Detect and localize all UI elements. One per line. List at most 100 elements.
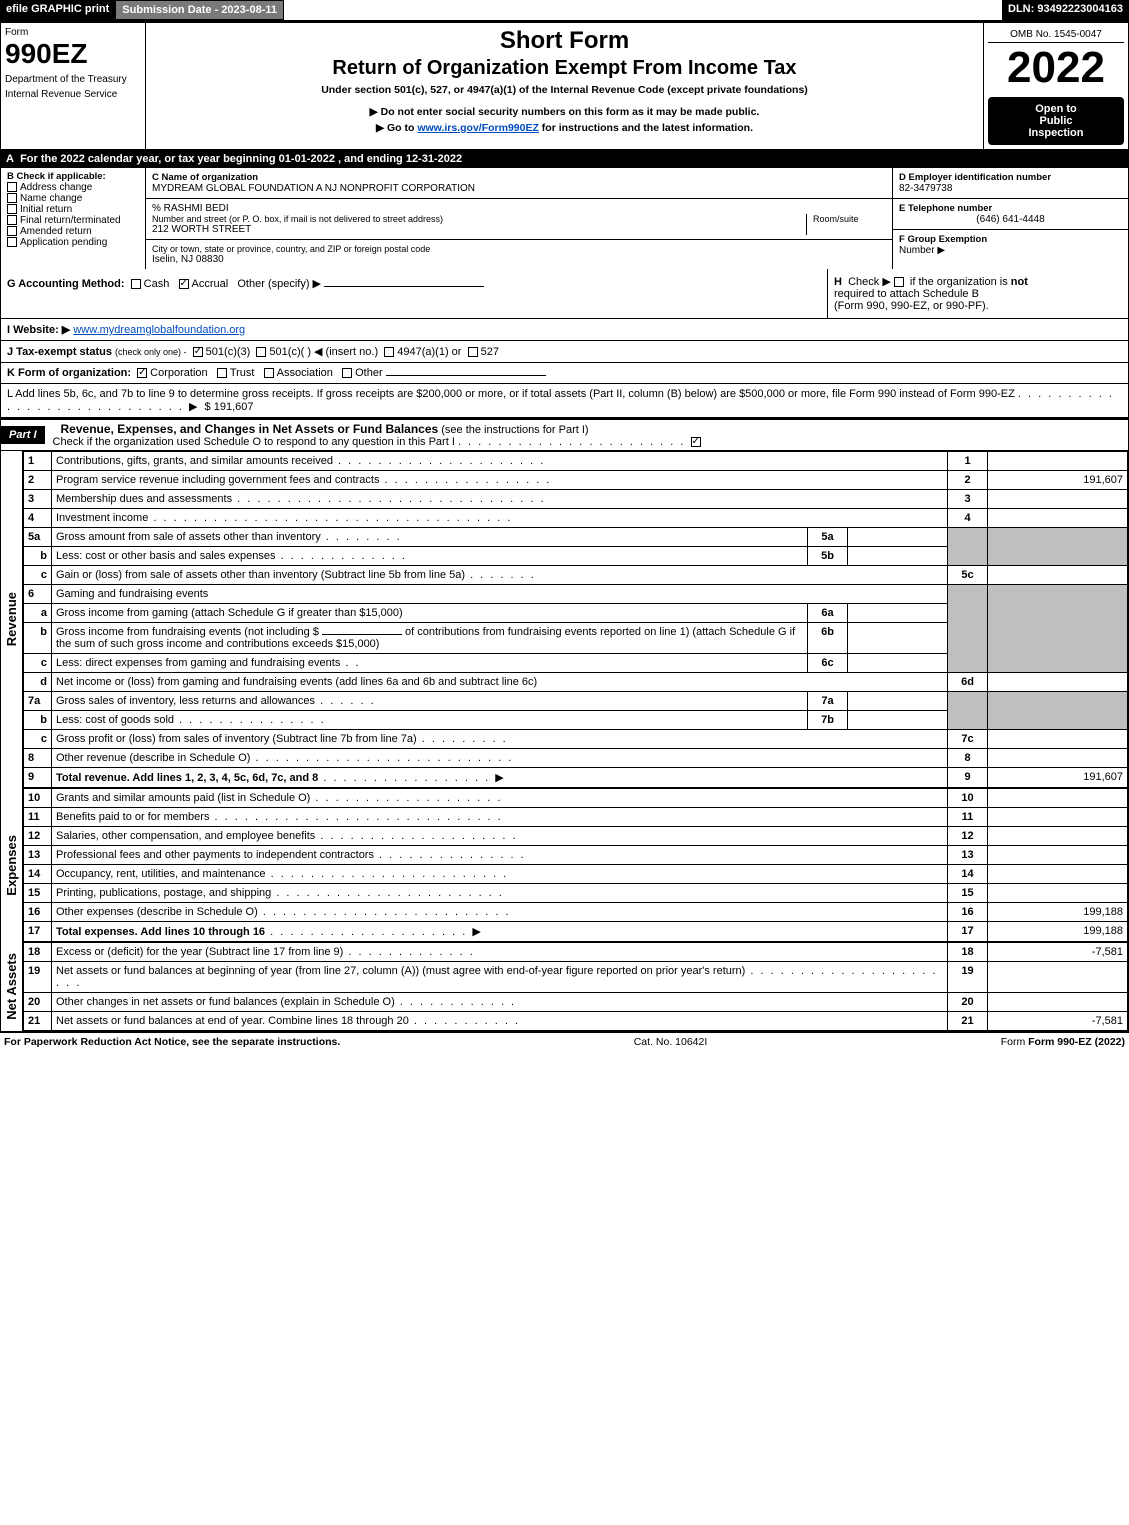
subhead-goto: ▶ Go to www.irs.gov/Form990EZ for instru… (150, 122, 979, 134)
open-line3: Inspection (994, 127, 1118, 139)
line-5a: 5aGross amount from sale of assets other… (24, 528, 1128, 547)
line-16: 16Other expenses (describe in Schedule O… (24, 903, 1128, 922)
line-17: 17Total expenses. Add lines 10 through 1… (24, 922, 1128, 942)
j-note: (check only one) - (115, 347, 187, 357)
chk-initial[interactable] (7, 204, 17, 214)
open-to-public-badge: Open to Public Inspection (988, 97, 1124, 145)
room-label: Room/suite (813, 214, 886, 224)
l19-desc: Net assets or fund balances at beginning… (56, 965, 745, 977)
org-name: MYDREAM GLOBAL FOUNDATION A NJ NONPROFIT… (152, 183, 886, 194)
chk-corp[interactable] (137, 368, 147, 378)
f-label: F Group Exemption (899, 234, 987, 245)
line-19: 19Net assets or fund balances at beginni… (24, 962, 1128, 993)
open-line1: Open to (994, 103, 1118, 115)
chk-527[interactable] (468, 347, 478, 357)
b-title: B Check if applicable: (7, 171, 139, 182)
city-value: Iselin, NJ 08830 (152, 254, 886, 265)
gh-row: G Accounting Method: Cash Accrual Other … (0, 269, 1129, 319)
line-6: 6Gaming and fundraising events (24, 585, 1128, 604)
chk-amended[interactable] (7, 226, 17, 236)
chk-4947[interactable] (384, 347, 394, 357)
j-501c: 501(c)( ) ◀ (insert no.) (269, 346, 378, 358)
i-row: I Website: ▶ www.mydreamglobalfoundation… (0, 319, 1129, 341)
line-7c: cGross profit or (loss) from sales of in… (24, 730, 1128, 749)
l21-desc: Net assets or fund balances at end of ye… (56, 1015, 409, 1027)
l15-desc: Printing, publications, postage, and shi… (56, 887, 271, 899)
netassets-section: Net Assets 18Excess or (deficit) for the… (0, 942, 1129, 1032)
chk-address[interactable] (7, 182, 17, 192)
ein: 82-3479738 (899, 183, 1122, 194)
j-label: J Tax-exempt status (7, 346, 112, 358)
form-ref: Form Form 990-EZ (2022) (1001, 1036, 1125, 1048)
g-cash: Cash (144, 278, 170, 290)
h-label: H (834, 276, 842, 288)
chk-final[interactable] (7, 215, 17, 225)
part1-header: Part I Revenue, Expenses, and Changes in… (0, 418, 1129, 451)
chk-accrual[interactable] (179, 279, 189, 289)
chk-501c[interactable] (256, 347, 266, 357)
chk-501c3[interactable] (193, 347, 203, 357)
line-11: 11Benefits paid to or for members . . . … (24, 808, 1128, 827)
form-ref-bold: Form 990-EZ (2022) (1028, 1036, 1125, 1048)
chk-part1[interactable] (691, 437, 701, 447)
goto-pre: ▶ Go to (376, 122, 417, 134)
title-return: Return of Organization Exempt From Incom… (150, 57, 979, 80)
chk-h[interactable] (894, 277, 904, 287)
city-label: City or town, state or province, country… (152, 244, 886, 254)
part1-paren: (see the instructions for Part I) (441, 424, 588, 436)
l3-desc: Membership dues and assessments (56, 493, 232, 505)
l5c-desc: Gain or (loss) from sale of assets other… (56, 569, 465, 581)
chk-trust[interactable] (217, 368, 227, 378)
b-name: Name change (20, 193, 82, 204)
form-number: 990EZ (5, 38, 141, 70)
phone: (646) 641-4448 (899, 214, 1122, 225)
line-1: 1Contributions, gifts, grants, and simil… (24, 452, 1128, 471)
chk-assoc[interactable] (264, 368, 274, 378)
f-number: Number ▶ (899, 245, 945, 256)
website-link[interactable]: www.mydreamglobalfoundation.org (73, 324, 245, 336)
submission-date: Submission Date - 2023-08-11 (115, 0, 284, 20)
h-not: not (1011, 276, 1028, 288)
efile-button[interactable]: efile GRAPHIC print (0, 0, 115, 20)
l9-desc: Total revenue. Add lines 1, 2, 3, 4, 5c,… (56, 772, 318, 784)
chk-name[interactable] (7, 193, 17, 203)
line-18: 18Excess or (deficit) for the year (Subt… (24, 943, 1128, 962)
omb-number: OMB No. 1545-0047 (988, 27, 1124, 43)
l8-desc: Other revenue (describe in Schedule O) (56, 752, 250, 764)
j-4947: 4947(a)(1) or (397, 346, 461, 358)
revenue-table: 1Contributions, gifts, grants, and simil… (23, 451, 1128, 788)
j-row: J Tax-exempt status (check only one) - 5… (0, 341, 1129, 363)
l14-desc: Occupancy, rent, utilities, and maintena… (56, 868, 266, 880)
l11-desc: Benefits paid to or for members (56, 811, 209, 823)
care-of: % RASHMI BEDI (152, 203, 886, 214)
dept-treasury: Department of the Treasury (5, 74, 141, 85)
l17-desc: Total expenses. Add lines 10 through 16 (56, 926, 265, 938)
top-bar: efile GRAPHIC print Submission Date - 20… (0, 0, 1129, 22)
cat-no: Cat. No. 10642I (634, 1036, 708, 1048)
title-shortform: Short Form (150, 27, 979, 55)
k-label: K Form of organization: (7, 367, 131, 379)
expenses-table: 10Grants and similar amounts paid (list … (23, 788, 1128, 942)
subhead-section: Under section 501(c), 527, or 4947(a)(1)… (150, 84, 979, 96)
line-12: 12Salaries, other compensation, and empl… (24, 827, 1128, 846)
tax-year: 2022 (988, 43, 1124, 93)
chk-pending[interactable] (7, 237, 17, 247)
j-501c3: 501(c)(3) (206, 346, 251, 358)
chk-other[interactable] (342, 368, 352, 378)
goto-link[interactable]: www.irs.gov/Form990EZ (417, 122, 539, 134)
g-accrual: Accrual (192, 278, 229, 290)
pra-notice: For Paperwork Reduction Act Notice, see … (4, 1036, 340, 1048)
l12-desc: Salaries, other compensation, and employ… (56, 830, 315, 842)
b-final: Final return/terminated (20, 215, 121, 226)
street-label: Number and street (or P. O. box, if mail… (152, 214, 794, 224)
b-initial: Initial return (20, 204, 72, 215)
h-t4: (Form 990, 990-EZ, or 990-PF). (834, 300, 989, 312)
line-15: 15Printing, publications, postage, and s… (24, 884, 1128, 903)
line-8: 8Other revenue (describe in Schedule O) … (24, 749, 1128, 768)
k-corp: Corporation (150, 367, 207, 379)
chk-cash[interactable] (131, 279, 141, 289)
l7c-desc: Gross profit or (loss) from sales of inv… (56, 733, 417, 745)
l-row: L Add lines 5b, 6c, and 7b to line 9 to … (0, 384, 1129, 418)
line-13: 13Professional fees and other payments t… (24, 846, 1128, 865)
part1-bar: Part I (1, 426, 45, 444)
